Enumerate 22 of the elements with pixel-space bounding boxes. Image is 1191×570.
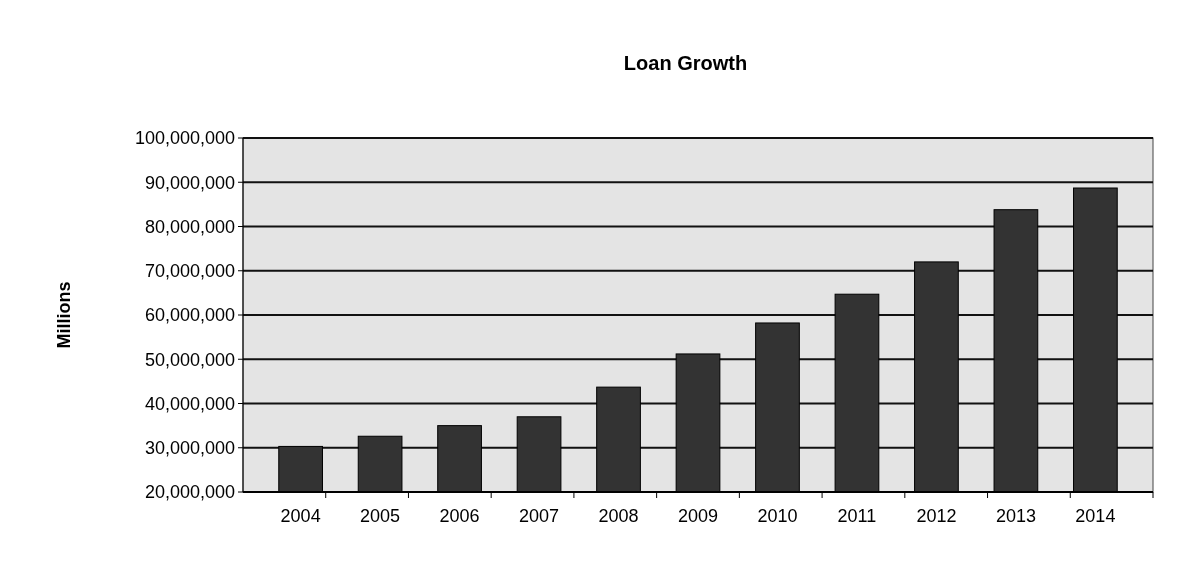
x-tick-label: 2011 [837, 506, 877, 526]
y-tick-label: 40,000,000 [144, 393, 235, 414]
x-tick-label: 2012 [916, 506, 957, 526]
x-tick-label: 2008 [598, 506, 639, 526]
x-tick-label: 2013 [995, 506, 1036, 526]
y-axis-title: Millions [54, 281, 74, 349]
chart-title: Loan Growth [623, 52, 748, 74]
y-tick-label: 80,000,000 [144, 216, 235, 237]
x-tick-label: 2006 [439, 506, 480, 526]
x-tick-label: 2010 [757, 506, 798, 526]
x-tick-label: 2004 [280, 506, 321, 526]
x-tick-label: 2014 [1075, 506, 1116, 526]
x-tick-label: 2009 [677, 506, 719, 526]
y-tick-label: 30,000,000 [144, 438, 235, 459]
y-tick-label: 100,000,000 [134, 128, 235, 149]
y-tick-label: 60,000,000 [144, 305, 235, 326]
x-tick-label: 2005 [360, 506, 401, 526]
y-tick-label: 90,000,000 [144, 172, 235, 193]
x-tick-label: 2007 [519, 506, 560, 526]
y-tick-label: 70,000,000 [144, 261, 235, 282]
y-tick-label: 20,000,000 [144, 482, 235, 503]
y-tick-label: 50,000,000 [144, 349, 235, 370]
